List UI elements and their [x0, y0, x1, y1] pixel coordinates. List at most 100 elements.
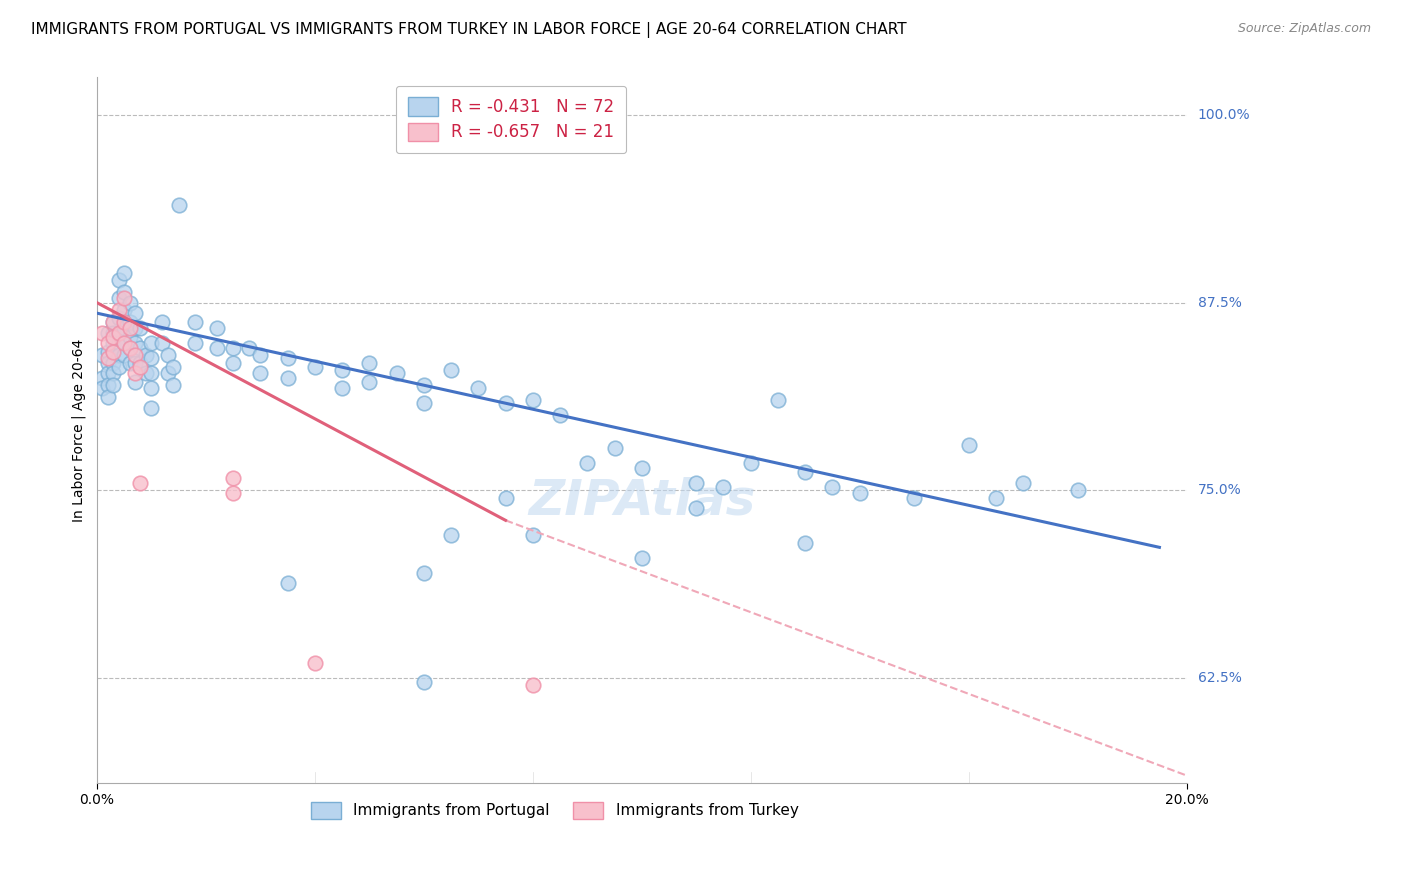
- Point: [112, 336, 135, 351]
- Point: [112, 303, 135, 318]
- Point: [112, 266, 135, 280]
- Point: [141, 351, 163, 366]
- Point: [97, 345, 120, 359]
- Point: [848, 486, 870, 500]
- Point: [548, 409, 571, 423]
- Point: [118, 356, 141, 370]
- Point: [277, 370, 299, 384]
- Point: [359, 375, 381, 389]
- Point: [129, 321, 152, 335]
- Text: 62.5%: 62.5%: [1198, 671, 1241, 685]
- Point: [124, 375, 146, 389]
- Point: [129, 475, 152, 490]
- Point: [112, 315, 135, 329]
- Point: [129, 341, 152, 355]
- Point: [97, 390, 120, 404]
- Point: [118, 341, 141, 355]
- Y-axis label: In Labor Force | Age 20-64: In Labor Force | Age 20-64: [72, 339, 86, 522]
- Point: [794, 536, 817, 550]
- Point: [129, 356, 152, 370]
- Point: [107, 336, 129, 351]
- Point: [103, 366, 125, 380]
- Point: [277, 576, 299, 591]
- Point: [124, 306, 146, 320]
- Point: [162, 360, 184, 375]
- Point: [766, 393, 789, 408]
- Point: [97, 366, 120, 380]
- Point: [821, 480, 844, 494]
- Point: [222, 471, 245, 485]
- Point: [156, 348, 179, 362]
- Point: [91, 381, 114, 395]
- Point: [184, 315, 207, 329]
- Point: [97, 351, 120, 366]
- Point: [238, 341, 260, 355]
- Point: [495, 491, 517, 505]
- Point: [97, 356, 120, 370]
- Point: [97, 378, 120, 392]
- Point: [103, 356, 125, 370]
- Point: [1066, 483, 1088, 498]
- Text: 87.5%: 87.5%: [1198, 295, 1241, 310]
- Point: [184, 336, 207, 351]
- Point: [118, 330, 141, 344]
- Point: [107, 291, 129, 305]
- Point: [112, 285, 135, 299]
- Point: [103, 336, 125, 351]
- Point: [150, 336, 173, 351]
- Point: [124, 366, 146, 380]
- Point: [118, 295, 141, 310]
- Point: [112, 348, 135, 362]
- Point: [118, 341, 141, 355]
- Point: [103, 315, 125, 329]
- Point: [249, 366, 271, 380]
- Point: [412, 566, 434, 580]
- Point: [740, 456, 762, 470]
- Point: [141, 401, 163, 415]
- Point: [129, 360, 152, 375]
- Point: [141, 366, 163, 380]
- Point: [304, 360, 326, 375]
- Point: [107, 326, 129, 340]
- Point: [103, 326, 125, 340]
- Point: [794, 465, 817, 479]
- Point: [222, 341, 245, 355]
- Point: [304, 656, 326, 670]
- Point: [385, 366, 408, 380]
- Point: [107, 326, 129, 340]
- Point: [124, 356, 146, 370]
- Point: [412, 396, 434, 410]
- Point: [112, 291, 135, 305]
- Point: [903, 491, 925, 505]
- Point: [359, 356, 381, 370]
- Point: [277, 351, 299, 366]
- Point: [112, 336, 135, 351]
- Point: [150, 315, 173, 329]
- Point: [118, 321, 141, 335]
- Point: [91, 348, 114, 362]
- Point: [103, 315, 125, 329]
- Point: [135, 366, 157, 380]
- Point: [630, 460, 652, 475]
- Point: [103, 345, 125, 359]
- Point: [91, 326, 114, 340]
- Point: [103, 378, 125, 392]
- Point: [576, 456, 599, 470]
- Point: [495, 396, 517, 410]
- Point: [412, 675, 434, 690]
- Point: [162, 378, 184, 392]
- Point: [249, 348, 271, 362]
- Point: [440, 363, 463, 377]
- Point: [522, 393, 544, 408]
- Point: [103, 330, 125, 344]
- Point: [222, 486, 245, 500]
- Point: [685, 501, 707, 516]
- Point: [222, 356, 245, 370]
- Point: [97, 326, 120, 340]
- Point: [412, 378, 434, 392]
- Point: [135, 348, 157, 362]
- Point: [118, 315, 141, 329]
- Point: [467, 381, 489, 395]
- Text: ZIPAtlas: ZIPAtlas: [529, 477, 755, 524]
- Point: [107, 348, 129, 362]
